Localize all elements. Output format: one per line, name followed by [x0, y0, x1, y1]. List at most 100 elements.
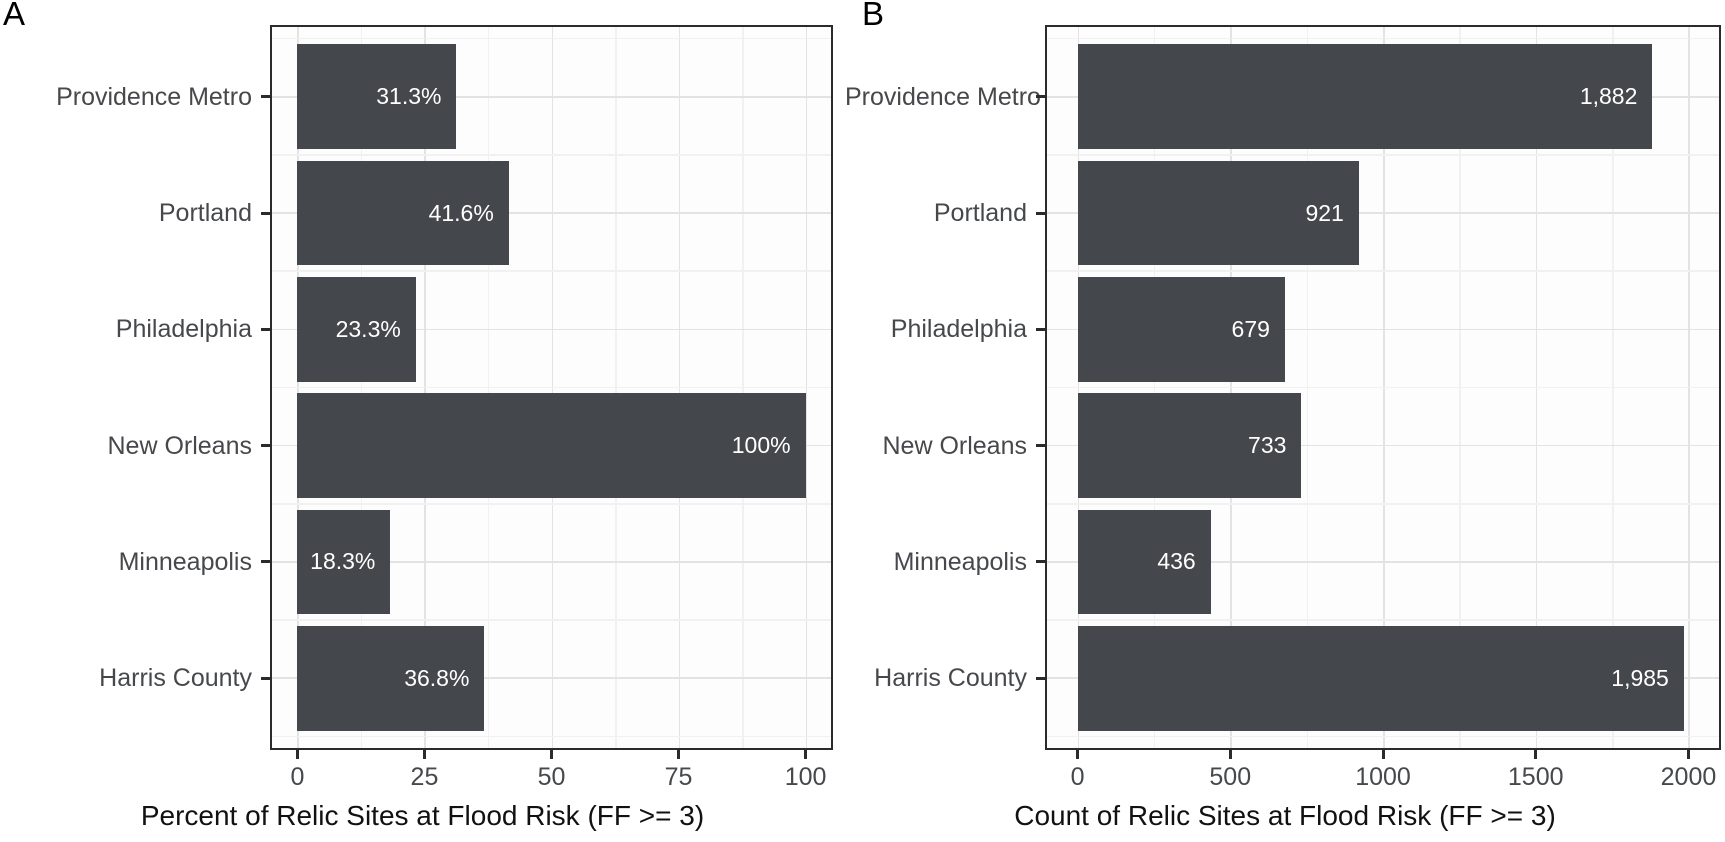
bar-value-label: 100% — [731, 432, 791, 459]
plot-panel-a: 31.3% 41.6% 23.3% 100% 18.3% 36.8% — [270, 25, 833, 750]
category-label: Providence Metro — [845, 82, 1041, 111]
grid-line-major-h — [272, 96, 831, 98]
y-tick-mark — [261, 327, 270, 331]
x-axis-row-a: 0 25 50 75 100 — [0, 750, 845, 798]
x-axis-endgap — [831, 750, 845, 798]
grid-line-minor-h — [1047, 735, 1719, 738]
bar-value-label: 436 — [1157, 548, 1196, 575]
grid-line-minor-h — [1047, 270, 1719, 272]
grid-line-minor-h — [1047, 386, 1719, 389]
category-label: New Orleans — [882, 431, 1028, 460]
category-label: Harris County — [99, 664, 252, 693]
grid-line-major-h — [1047, 328, 1719, 331]
x-tick-mark — [677, 750, 681, 759]
bar: 23.3% — [297, 277, 416, 382]
y-axis-labels-b: Providence Metro Portland Philadelphia New … — [845, 25, 1045, 750]
y-tick-mark — [1036, 444, 1045, 448]
category-label: Harris County — [874, 664, 1027, 693]
x-tick-mark — [1534, 750, 1538, 759]
bar: 1,882 — [1077, 44, 1653, 150]
x-tick-label: 75 — [664, 763, 693, 791]
grid-line-minor-h — [272, 503, 831, 505]
grid-line-minor-h — [1047, 154, 1719, 156]
x-tick-mark — [1686, 750, 1690, 759]
bar: 36.8% — [297, 625, 485, 731]
grid-line-major-h — [1047, 212, 1719, 214]
grid-line-major-h — [272, 328, 831, 331]
bar-value-label: 921 — [1305, 199, 1344, 226]
bar-value-label: 18.3% — [310, 548, 376, 575]
x-axis-title-a: Percent of Relic Sites at Flood Risk (FF… — [140, 800, 705, 831]
bar-value-label: 1,985 — [1611, 664, 1669, 691]
x-axis-spacer — [0, 750, 272, 798]
subplot-b: B Providence Metro Portland Philadelphia Ne… — [845, 0, 1725, 842]
grid-line-major-h — [272, 561, 831, 563]
y-tick-mark — [1036, 211, 1045, 215]
x-tick-mark — [1076, 750, 1080, 759]
x-tick-label: 50 — [537, 763, 566, 791]
x-tick-label: 500 — [1209, 763, 1252, 791]
x-axis-b: 0 500 1000 1500 2000 — [1047, 750, 1719, 798]
x-tick-mark — [295, 750, 299, 759]
bar-value-label: 1,882 — [1579, 83, 1638, 110]
x-tick-label: 2000 — [1660, 763, 1717, 791]
plot-row-a: Providence Metro Portland Philadelphia New … — [0, 25, 845, 750]
bar-value-label: 23.3% — [335, 315, 401, 342]
category-label: Portland — [933, 199, 1027, 228]
category-label: Providence Metro — [56, 82, 252, 111]
y-tick-mark — [1036, 327, 1045, 331]
panel-tag-a: A — [3, 0, 26, 32]
x-tick-label: 25 — [410, 763, 439, 791]
bar: 436 — [1077, 509, 1211, 615]
x-tick-label: 0 — [1070, 763, 1085, 791]
y-tick-mark — [261, 676, 270, 680]
y-tick-mark — [1036, 95, 1045, 99]
bar: 18.3% — [297, 509, 391, 615]
y-tick-mark — [1036, 676, 1045, 680]
grid-line-major-h — [1047, 561, 1719, 563]
y-tick-mark — [261, 444, 270, 448]
y-tick-mark — [261, 211, 270, 215]
grid-line-minor-h — [1047, 503, 1719, 505]
plot-panel-b: 1,882 921 679 733 436 1,985 — [1045, 25, 1721, 750]
bar: 41.6% — [297, 160, 509, 266]
grid-line-minor-h — [272, 735, 831, 738]
bar-value-label: 36.8% — [404, 664, 470, 691]
bar: 733 — [1077, 393, 1302, 498]
x-tick-label: 1500 — [1507, 763, 1564, 791]
y-axis-labels-a: Providence Metro Portland Philadelphia New … — [0, 25, 270, 750]
grid-line-minor-h — [272, 37, 831, 40]
grid-line-minor-h — [272, 619, 831, 621]
grid-line-major-h — [272, 677, 831, 679]
x-axis-row-b: 0 500 1000 1500 2000 — [845, 750, 1725, 798]
x-axis-title-b: Count of Relic Sites at Flood Risk (FF >… — [1014, 800, 1556, 831]
grid-line-minor-h — [272, 154, 831, 156]
bar-value-label: 41.6% — [428, 199, 494, 226]
subplot-a: A Providence Metro Portland Philadelphia Ne… — [0, 0, 845, 842]
x-tick-label: 100 — [784, 763, 827, 791]
x-tick-label: 1000 — [1355, 763, 1411, 791]
bar: 100% — [297, 393, 806, 498]
category-label: Portland — [158, 199, 252, 228]
grid-line-minor-h — [272, 386, 831, 389]
grid-line-minor-h — [272, 270, 831, 272]
category-label: New Orleans — [107, 431, 253, 460]
grid-line-major-h — [1047, 444, 1719, 447]
bar-value-label: 733 — [1248, 432, 1287, 459]
category-label: Minneapolis — [118, 547, 252, 576]
bar-value-label: 31.3% — [376, 83, 442, 110]
bar: 31.3% — [297, 44, 457, 150]
panel-tag-b: B — [862, 0, 885, 32]
x-tick-mark — [1228, 750, 1232, 759]
grid-line-major-h — [272, 212, 831, 214]
bar: 921 — [1077, 160, 1359, 266]
bar: 1,985 — [1077, 625, 1684, 731]
category-label: Minneapolis — [893, 547, 1027, 576]
x-axis-a: 0 25 50 75 100 — [272, 750, 831, 798]
y-tick-mark — [261, 560, 270, 564]
x-tick-mark — [422, 750, 426, 759]
x-tick-mark — [804, 750, 808, 759]
grid-line-minor-h — [1047, 619, 1719, 621]
plot-row-b: Providence Metro Portland Philadelphia New … — [845, 25, 1725, 750]
